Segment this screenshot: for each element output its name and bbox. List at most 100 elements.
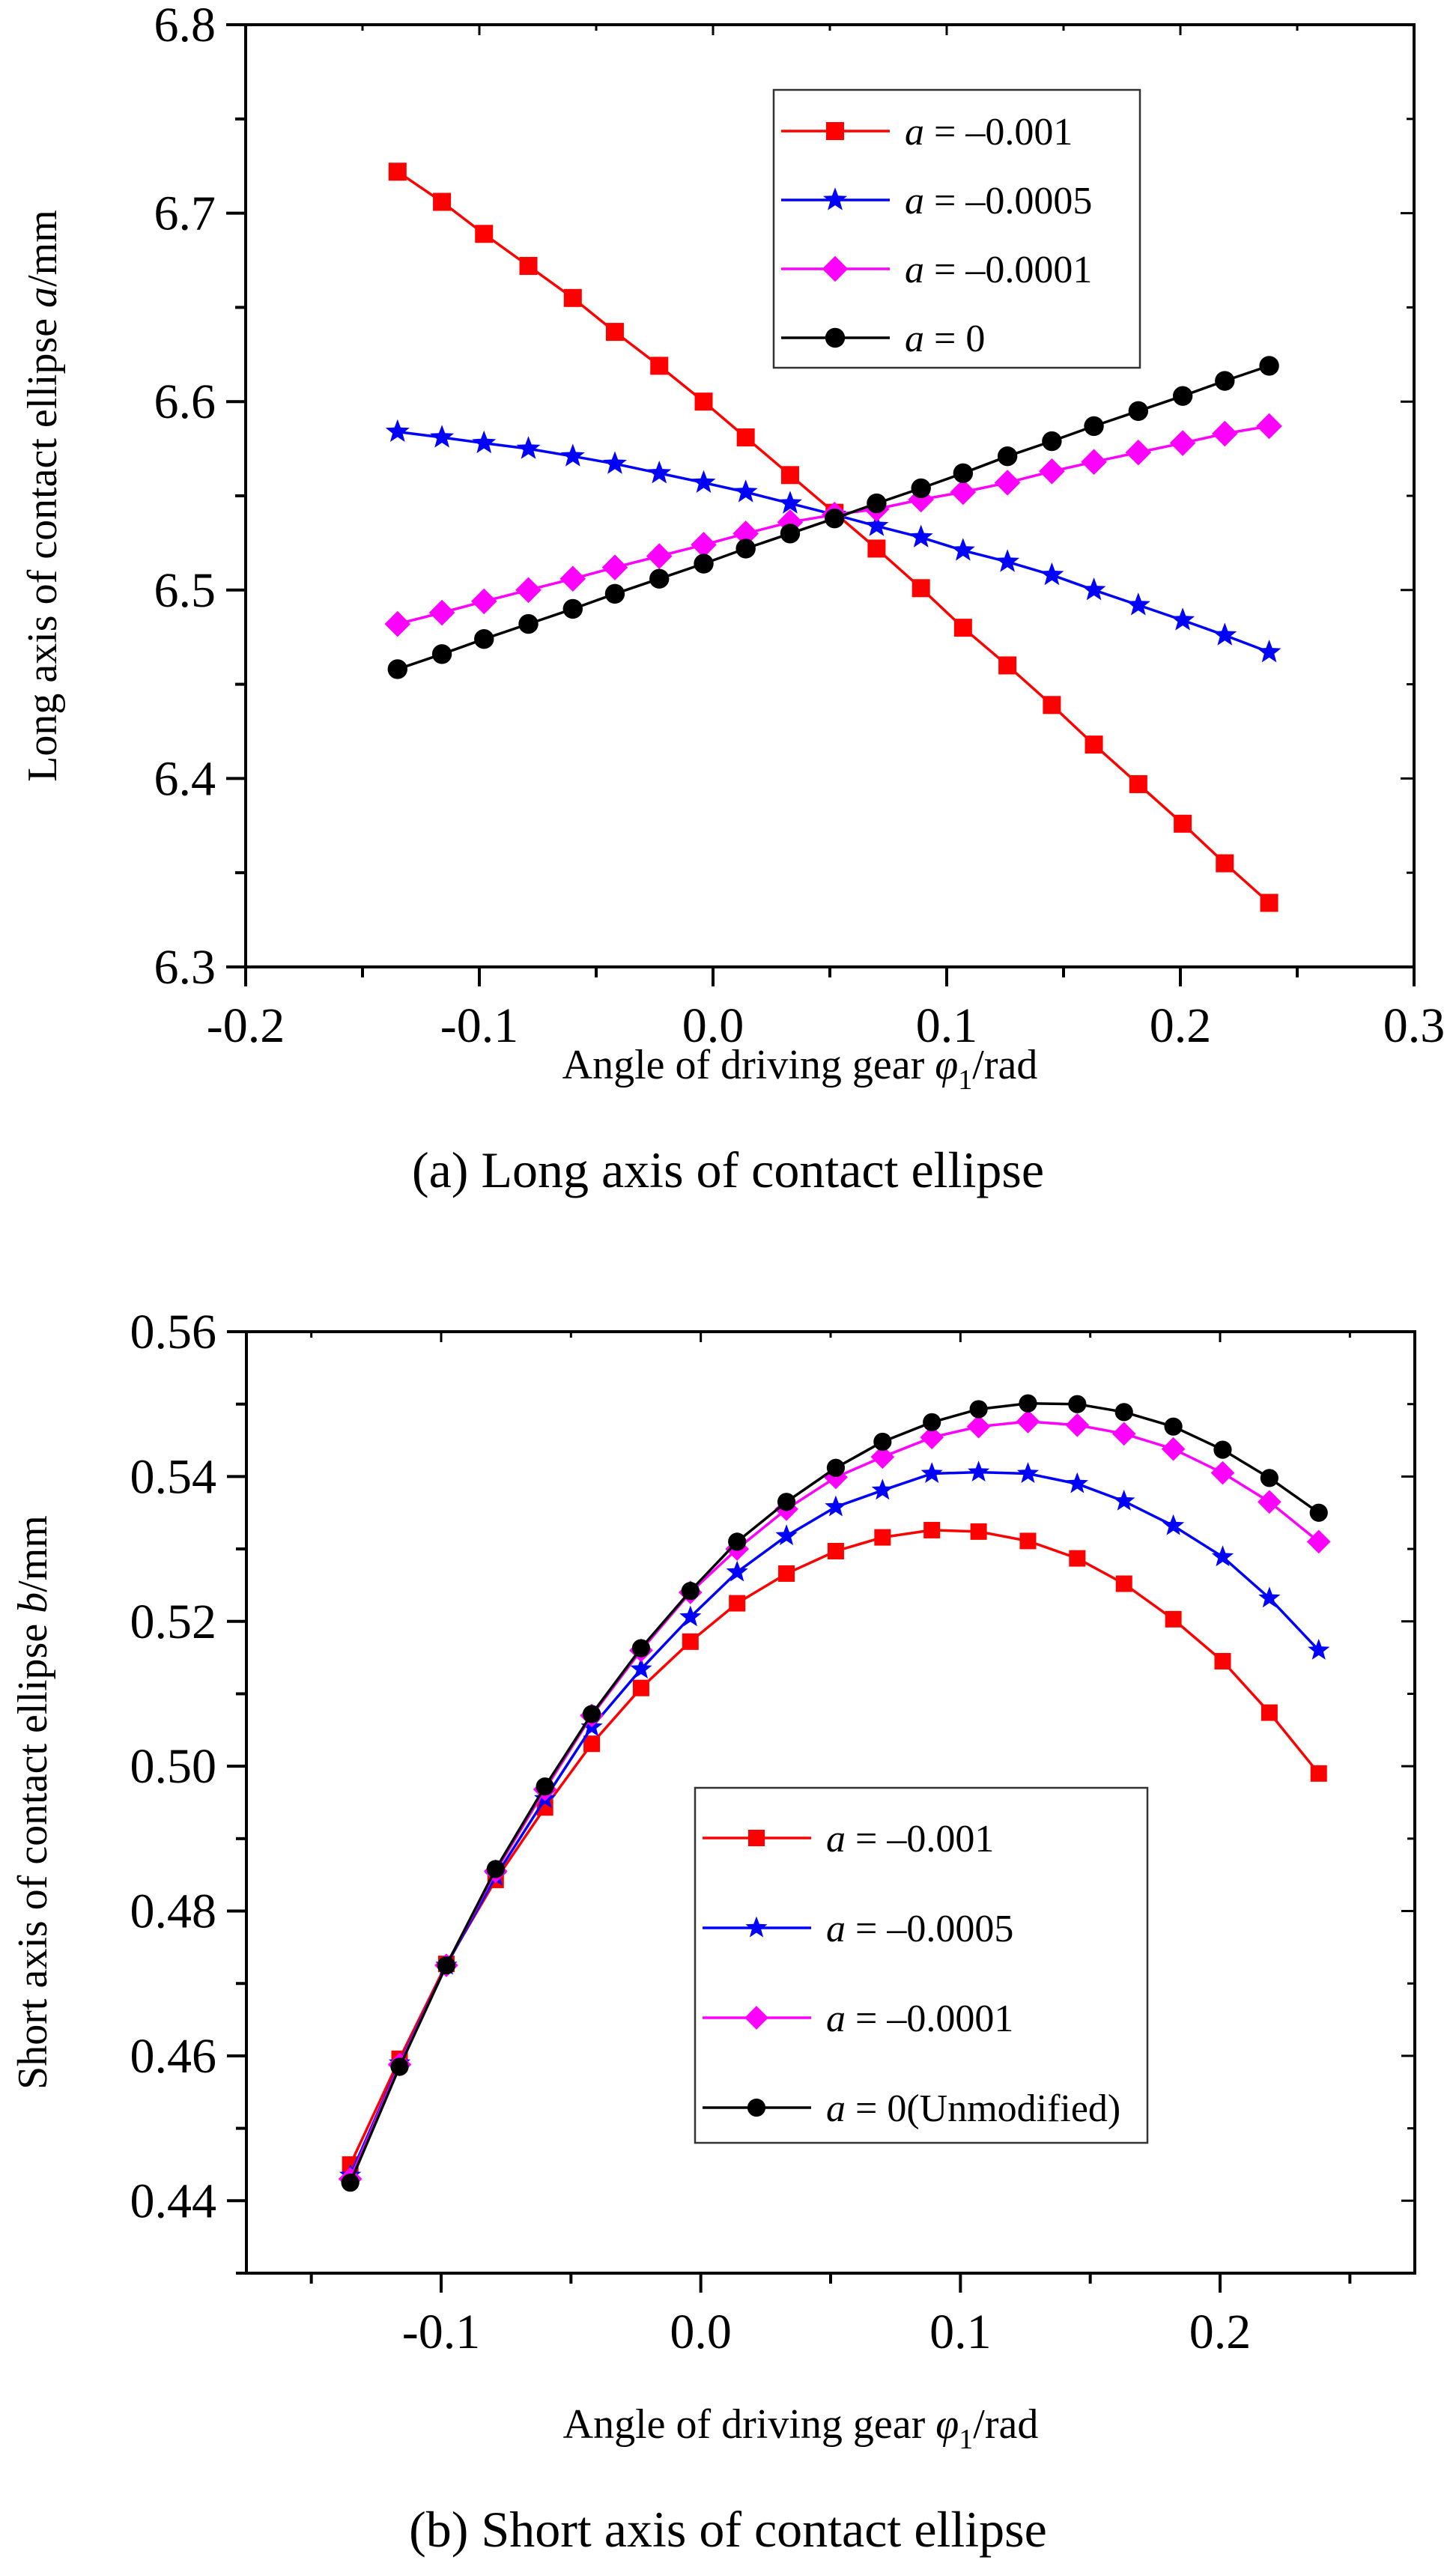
data-point-diamond <box>1125 439 1152 466</box>
data-point-diamond <box>1258 1490 1281 1514</box>
x-axis-title-text: Angle of driving gear <box>563 2401 936 2448</box>
data-point-star <box>968 1461 990 1481</box>
data-point-diamond <box>870 1445 895 1470</box>
data-point-square <box>923 1521 941 1538</box>
data-point-square <box>780 466 799 485</box>
data-point-star <box>679 1605 702 1627</box>
data-point-star <box>1082 577 1106 601</box>
legend-label: a = –0.0001 <box>826 1998 1013 2040</box>
legend-marker-diamond <box>744 2006 768 2030</box>
data-point-square <box>632 1679 649 1696</box>
legend-label: a = –0.0005 <box>826 1908 1013 1950</box>
data-point-square <box>605 323 624 342</box>
data-point-square <box>388 163 407 181</box>
data-point-star <box>733 479 758 503</box>
data-point-square <box>650 357 669 375</box>
legend-label: a = –0.0001 <box>905 249 1092 291</box>
data-point-circle <box>431 644 452 664</box>
legend-box <box>694 1786 1149 2144</box>
series-circle <box>387 356 1279 679</box>
data-point-star <box>825 1495 847 1517</box>
legend-marker-square <box>826 122 844 140</box>
data-point-circle <box>911 478 931 499</box>
data-point-square <box>998 656 1017 675</box>
data-point-diamond <box>1212 420 1238 447</box>
x-tick-label: 0.1 <box>916 998 978 1053</box>
data-point-square <box>1214 1652 1231 1669</box>
data-point-circle <box>1019 1394 1037 1413</box>
data-point-square <box>970 1523 987 1540</box>
data-point-star <box>1016 1462 1040 1483</box>
data-point-circle <box>953 463 974 484</box>
data-point-circle <box>649 568 670 589</box>
data-point-diamond <box>1169 430 1196 456</box>
x-axis-title-text: Angle of driving gear <box>562 1042 935 1088</box>
y-axis-title-text: Long axis of contact ellipse <box>19 308 66 782</box>
x-tick-label: -0.1 <box>440 998 518 1053</box>
data-point-diamond <box>966 1414 991 1439</box>
x-tick-label: 0.0 <box>670 2305 732 2359</box>
data-point-circle <box>867 493 887 514</box>
data-point-star <box>726 1560 748 1582</box>
data-point-diamond <box>515 577 542 604</box>
data-point-square <box>563 288 582 307</box>
legend-label-symbol: a <box>826 1908 846 1950</box>
data-point-square <box>1115 1575 1132 1592</box>
data-point-star <box>1066 1472 1088 1493</box>
x-axis-title-unit: /rad <box>972 1042 1037 1088</box>
legend-label-value: = –0.001 <box>846 1818 994 1860</box>
legend-marker-circle <box>825 327 846 348</box>
data-point-star <box>864 513 889 536</box>
data-point-circle <box>387 659 407 679</box>
y-tick-label: 0.52 <box>130 1595 217 1649</box>
data-point-star <box>1126 592 1150 616</box>
data-point-circle <box>390 2057 409 2076</box>
data-point-square <box>1261 1704 1278 1721</box>
legend-label: a = –0.001 <box>826 1818 994 1860</box>
data-point-square <box>1069 1550 1086 1567</box>
data-point-star <box>1171 607 1195 631</box>
data-point-square <box>682 1633 699 1650</box>
data-point-diamond <box>691 532 717 558</box>
data-point-diamond <box>601 554 628 580</box>
y-axis-title-unit: /mm <box>19 210 66 287</box>
figure-caption: (a) Long axis of contact ellipse <box>412 1141 1044 1198</box>
legend-label: a = 0(Unmodified) <box>826 2087 1120 2130</box>
data-point-star <box>920 1462 943 1483</box>
data-point-square <box>953 619 972 637</box>
x-tick-label: 0.2 <box>1150 998 1212 1053</box>
legend: a = –0.001 a = –0.0005 a = –0.0001 a = 0(Un… <box>694 1786 1149 2144</box>
data-point-square <box>1174 814 1192 833</box>
y-tick-label: 0.44 <box>130 2174 217 2228</box>
data-point-star <box>950 538 975 561</box>
legend-label-value: = –0.001 <box>924 111 1073 154</box>
data-point-star <box>1257 640 1281 663</box>
data-point-circle <box>694 553 714 574</box>
data-point-diamond <box>1161 1437 1186 1461</box>
data-point-circle <box>780 524 801 544</box>
legend-label-symbol: a <box>905 318 924 360</box>
legend-label-value: = 0 <box>924 318 985 360</box>
legend-label-symbol: a <box>826 2087 846 2130</box>
y-tick-label: 0.46 <box>130 2029 217 2084</box>
data-point-circle <box>631 1639 651 1657</box>
data-point-square <box>778 1565 795 1582</box>
data-point-square <box>694 392 713 411</box>
data-point-square <box>1129 774 1147 793</box>
chart-long-axis: -0.2 -0.1 0.0 0.1 0.2 0.3 6.3 6.4 6.5 6.6 6.7 6.8 An… <box>19 0 1445 1198</box>
data-point-circle <box>474 629 494 649</box>
series-circle <box>341 1394 1328 2192</box>
data-point-diamond <box>1210 1461 1235 1485</box>
legend-item: a = –0.0005 <box>703 1908 1013 1950</box>
data-point-circle <box>1068 1395 1087 1413</box>
data-point-circle <box>1259 356 1279 376</box>
x-axis-title: Angle of driving gear φ1/rad <box>562 1042 1038 1096</box>
y-tick-label: 6.5 <box>154 563 216 618</box>
data-point-star <box>909 524 933 548</box>
x-tick-label: -0.2 <box>207 998 285 1053</box>
data-point-circle <box>486 1860 505 1878</box>
legend-label-symbol: a <box>905 249 924 291</box>
data-point-star <box>385 419 410 442</box>
legend-item: a = 0(Unmodified) <box>703 2087 1120 2130</box>
